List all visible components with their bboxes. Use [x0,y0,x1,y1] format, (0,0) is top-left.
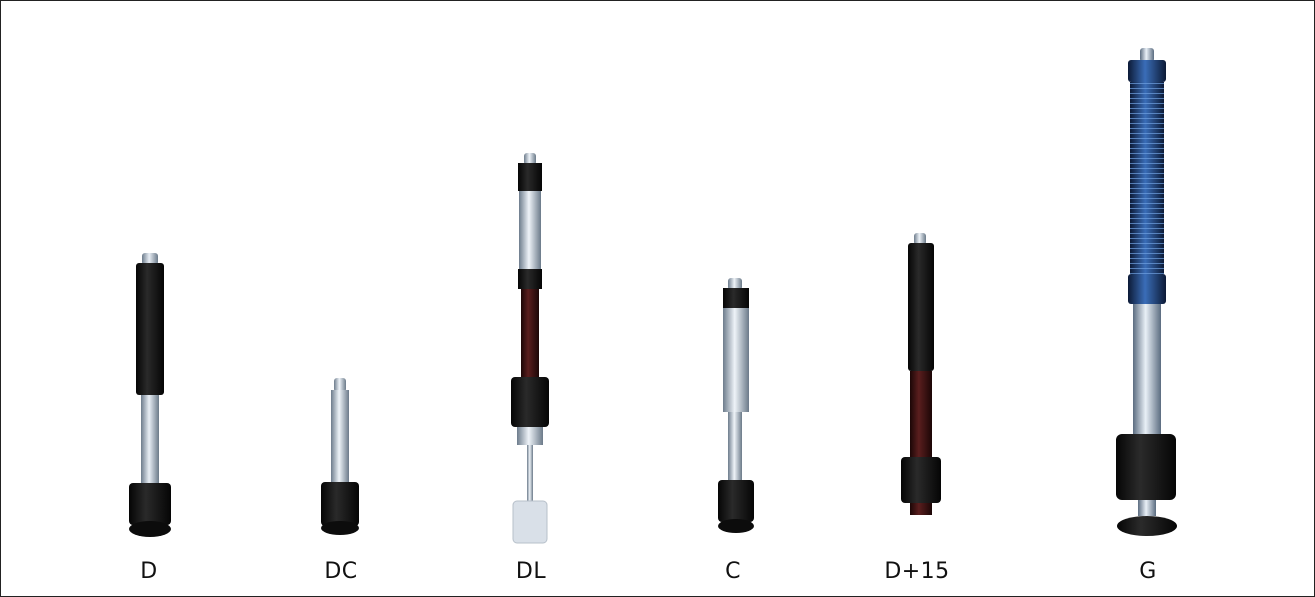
probe-dl-image [511,153,549,544]
probe-c-image [718,278,754,533]
probe-label-d15: D+15 [884,559,950,584]
probe-label-d: D [140,559,158,584]
probe-d-image [129,253,171,537]
probe-label-dc: DC [324,559,358,584]
probe-label-g: G [1139,559,1157,584]
probe-g-image [1116,48,1177,536]
probe-d15-image [901,233,941,515]
probe-label-c: C [725,559,741,584]
probe-dc-image [321,378,359,535]
probe-label-dl: DL [515,559,547,584]
